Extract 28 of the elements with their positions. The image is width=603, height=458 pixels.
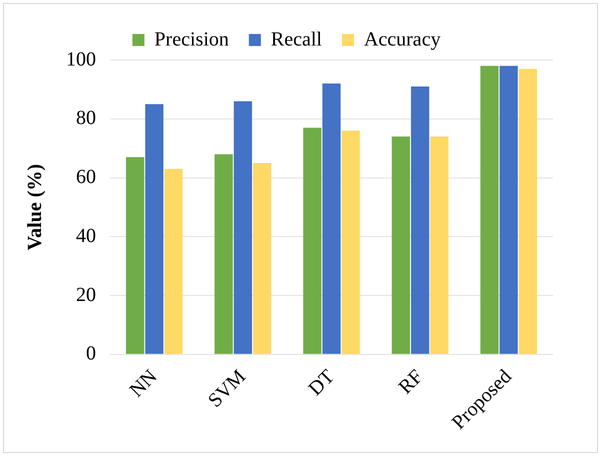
bar [234,101,252,354]
bar [430,136,448,354]
legend-label: Recall [270,28,322,50]
y-tick-label: 40 [76,224,96,247]
legend-label: Accuracy [364,28,441,50]
y-tick-label: 20 [76,284,96,306]
bar [214,154,233,354]
bar [303,128,322,354]
y-axis-title: Value (%) [24,164,46,250]
bar [342,130,360,354]
bar [480,66,499,354]
x-tick-label: DT [304,366,339,400]
y-tick-label: 80 [76,107,96,130]
legend-label: Precision [154,28,229,50]
x-tick-label: RF [394,366,428,398]
x-tick-label: NN [126,366,162,402]
bar [252,163,272,354]
bar [126,157,144,354]
y-tick-label: 100 [66,48,96,70]
bar [145,104,164,354]
y-tick-label: 60 [76,166,96,188]
bar [164,168,183,354]
bar [322,84,341,354]
bar [410,86,430,354]
bar [518,68,538,354]
y-tick-label: 0 [86,342,96,365]
bar [392,136,410,354]
bar [500,66,518,354]
